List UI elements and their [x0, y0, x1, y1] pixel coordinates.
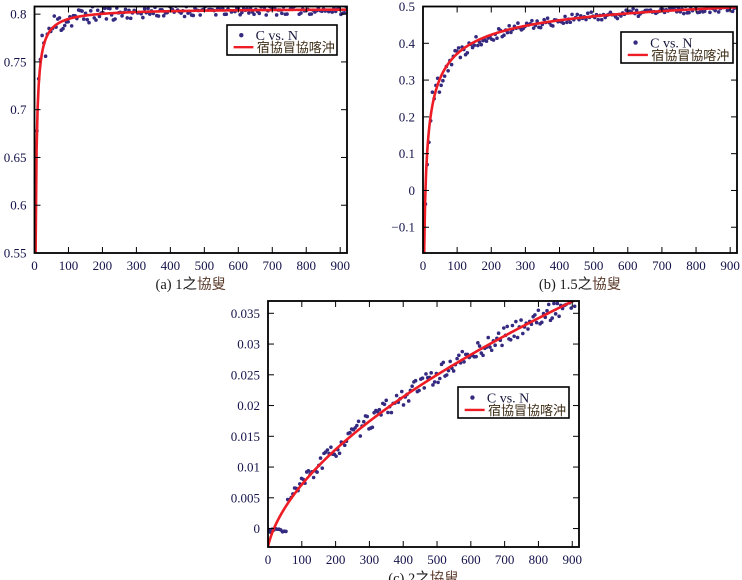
svg-text:0.005: 0.005	[231, 490, 260, 505]
svg-text:0.55: 0.55	[4, 246, 27, 261]
svg-text:0.5: 0.5	[399, 0, 415, 14]
svg-text:−0.1: −0.1	[391, 220, 415, 235]
svg-text:700: 700	[652, 258, 672, 273]
svg-text:900: 900	[330, 258, 350, 273]
svg-text:0.025: 0.025	[231, 367, 260, 382]
svg-text:0.6: 0.6	[10, 198, 27, 213]
svg-text:0.015: 0.015	[231, 429, 260, 444]
svg-text:0.1: 0.1	[399, 146, 415, 161]
svg-text:400: 400	[550, 258, 570, 273]
svg-text:300: 300	[516, 258, 536, 273]
svg-text:800: 800	[529, 552, 549, 567]
svg-text:(c) 2之協叟: (c) 2之協叟	[388, 570, 458, 580]
svg-text:0.75: 0.75	[4, 54, 27, 69]
svg-text:300: 300	[127, 258, 147, 273]
svg-text:0.7: 0.7	[10, 102, 27, 117]
svg-text:宿協冒協喀沖: 宿協冒協喀沖	[488, 403, 566, 418]
svg-text:200: 200	[326, 552, 346, 567]
svg-text:0: 0	[31, 258, 38, 273]
svg-text:0: 0	[409, 183, 416, 198]
svg-text:200: 200	[93, 258, 113, 273]
svg-text:0: 0	[265, 552, 272, 567]
svg-text:800: 800	[296, 258, 316, 273]
svg-text:500: 500	[427, 552, 447, 567]
svg-text:0.8: 0.8	[10, 7, 26, 22]
svg-text:100: 100	[59, 258, 79, 273]
svg-text:0: 0	[254, 521, 261, 536]
svg-text:100: 100	[447, 258, 467, 273]
svg-text:0.03: 0.03	[237, 337, 260, 352]
svg-text:300: 300	[360, 552, 380, 567]
svg-text:500: 500	[584, 258, 604, 273]
svg-text:900: 900	[720, 258, 740, 273]
svg-text:宿協冒協喀沖: 宿協冒協喀沖	[651, 48, 729, 63]
svg-text:0: 0	[420, 258, 427, 273]
svg-text:500: 500	[195, 258, 215, 273]
svg-text:0.65: 0.65	[4, 150, 27, 165]
svg-text:(a) 1之協叟: (a) 1之協叟	[156, 276, 226, 293]
svg-text:400: 400	[393, 552, 413, 567]
svg-text:600: 600	[461, 552, 481, 567]
svg-text:0.2: 0.2	[399, 109, 415, 124]
svg-text:700: 700	[263, 258, 283, 273]
svg-text:宿協冒協喀沖: 宿協冒協喀沖	[257, 40, 335, 55]
svg-text:200: 200	[482, 258, 502, 273]
svg-text:0.4: 0.4	[399, 36, 416, 51]
svg-text:400: 400	[161, 258, 181, 273]
svg-text:0.035: 0.035	[231, 306, 260, 321]
svg-text:700: 700	[495, 552, 515, 567]
svg-text:0.02: 0.02	[237, 398, 260, 413]
svg-text:0.3: 0.3	[399, 73, 415, 88]
svg-text:600: 600	[229, 258, 249, 273]
svg-text:(b) 1.5之協叟: (b) 1.5之協叟	[539, 276, 621, 293]
svg-text:0.01: 0.01	[237, 460, 260, 475]
svg-text:800: 800	[686, 258, 706, 273]
svg-text:900: 900	[562, 552, 582, 567]
svg-text:100: 100	[292, 552, 312, 567]
svg-text:600: 600	[618, 258, 638, 273]
